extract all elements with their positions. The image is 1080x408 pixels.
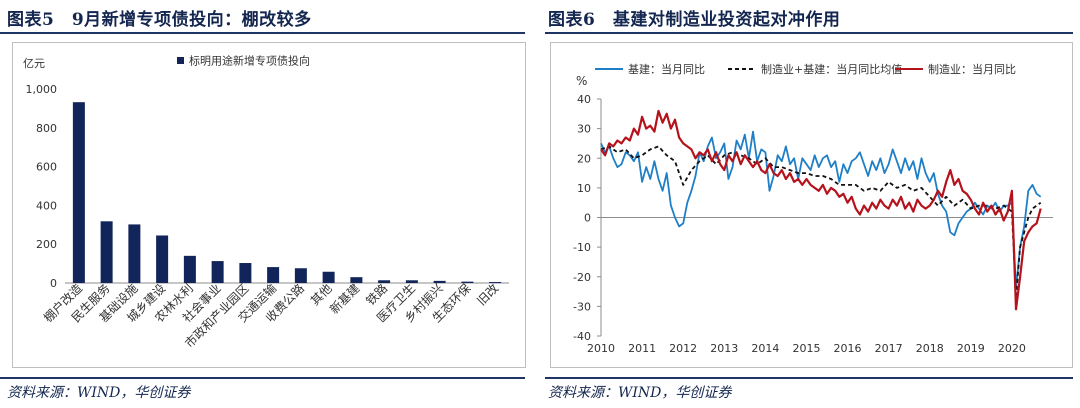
bar-chart: 亿元02004006008001,000棚户改造民生服务基础设施城乡建设农林水利… (23, 54, 509, 351)
bar-5 (183, 255, 196, 283)
line-y-tick-label: -10 (573, 241, 591, 254)
bar-category-label: 旧改 (474, 281, 501, 308)
line-y-tick-label: -30 (573, 300, 591, 313)
bar-1 (72, 102, 85, 283)
bar-legend-swatch (177, 57, 184, 64)
bar-9 (294, 268, 307, 283)
figure-6-source-rule (545, 377, 1073, 379)
bar-10 (322, 271, 335, 283)
bar-3 (128, 224, 141, 283)
line-y-tick-label: 10 (577, 182, 591, 195)
bar-16 (489, 282, 502, 283)
line-y-tick-label: 40 (577, 93, 591, 106)
line-x-tick-label: 2018 (916, 342, 944, 355)
line-y-tick-label: 30 (577, 123, 591, 136)
figure-5-title-rule (0, 32, 525, 34)
line-series-3 (600, 109, 1042, 311)
line-y-tick-label: 0 (584, 212, 591, 225)
line-y-axis-unit: % (576, 74, 587, 88)
line-x-tick-label: 2013 (710, 342, 738, 355)
figure-6-source: 资料来源：WIND，华创证券 (548, 385, 732, 401)
bar-y-tick-label: 800 (36, 122, 57, 135)
line-chart-frame: % -40 -30 -20 -10 0 10 20 30 40 2010 2011 2012 2013 20… (550, 42, 1073, 368)
bar-y-axis-unit: 亿元 (23, 57, 45, 70)
bar-y-tick-label: 0 (50, 277, 57, 290)
line-legend-label-3: 制造业：当月同比 (928, 62, 1016, 76)
bar-chart-frame: 亿元 0 200 400 600 800 1,000 棚户改造 民生服务 基础设施 城乡建设 农林水利… (12, 42, 526, 368)
line-series-2 (600, 145, 1042, 299)
line-series-1 (600, 130, 1042, 290)
line-x-tick-label: 2020 (998, 342, 1026, 355)
figure-6-panel: 图表6 基建对制造业投资起对冲作用 % -40 -30 -20 -10 0 10 20 30 40… (545, 0, 1080, 408)
figure-6-title: 图表6 基建对制造业投资起对冲作用 (548, 10, 841, 30)
line-x-tick-label: 2019 (957, 342, 985, 355)
bar-14 (433, 280, 446, 283)
bar-2 (100, 221, 113, 283)
bar-y-tick-label: 600 (36, 161, 57, 174)
bar-legend-label: 标明用途新增专项债投向 (189, 54, 310, 68)
line-x-tick-label: 2014 (751, 342, 779, 355)
line-legend-label-2: 制造业+基建：当月同比均值 (761, 62, 902, 76)
line-x-tick-label: 2011 (628, 342, 656, 355)
bar-y-tick-label: 200 (36, 238, 57, 251)
figure-5-source: 资料来源：WIND，华创证券 (7, 385, 191, 401)
line-legend-label-1: 基建：当月同比 (628, 62, 705, 76)
bar-4 (156, 235, 169, 283)
bar-13 (405, 280, 418, 283)
bar-category-label: 新基建 (326, 281, 362, 317)
line-x-tick-label: 2010 (587, 342, 615, 355)
bar-6 (211, 261, 224, 283)
line-x-tick-label: 2015 (792, 342, 820, 355)
bar-7 (239, 263, 252, 283)
figure-5-source-rule (0, 377, 525, 379)
bar-15 (461, 281, 474, 283)
figure-6-title-rule (545, 32, 1073, 34)
line-x-tick-label: 2016 (834, 342, 862, 355)
bar-12 (378, 280, 391, 283)
line-chart: % -40 -30 -20 -10 0 10 20 30 40 2010 2011 2012 2013 20… (573, 62, 1053, 355)
bar-y-tick-label: 1,000 (26, 83, 58, 96)
bar-11 (350, 277, 363, 283)
figure-5-title: 图表5 9月新增专项债投向：棚改较多 (7, 10, 312, 30)
figure-5-panel: 图表5 9月新增专项债投向：棚改较多 亿元 0 200 400 600 800 1,000 棚… (0, 0, 530, 408)
line-x-tick-label: 2012 (669, 342, 697, 355)
bar-y-tick-label: 400 (36, 199, 57, 212)
line-y-tick-label: 20 (577, 152, 591, 165)
line-x-tick-label: 2017 (875, 342, 903, 355)
line-y-tick-label: -20 (573, 271, 591, 284)
line-y-tick-label: -40 (573, 330, 591, 343)
bar-8 (267, 267, 280, 283)
